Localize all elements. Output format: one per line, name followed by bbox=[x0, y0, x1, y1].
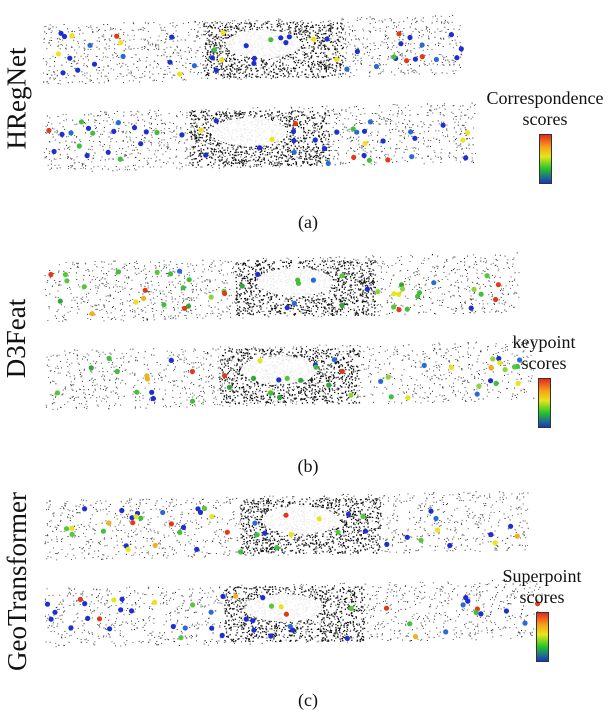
caption-a: (a) bbox=[298, 212, 318, 232]
method-label-geotransformer: GeoTransformer bbox=[1, 491, 32, 671]
point-cloud-scene-a bbox=[43, 14, 476, 172]
panel-a: HRegNet Correspondence scores (a) bbox=[0, 0, 616, 238]
colorbar bbox=[537, 378, 551, 428]
lidar-strip bbox=[44, 252, 520, 322]
point-cloud-scene-b bbox=[44, 252, 535, 410]
caption-b: (b) bbox=[297, 456, 319, 476]
legend-title-line1: Correspondence bbox=[486, 88, 604, 108]
colorbar bbox=[538, 134, 552, 184]
lidar-strip bbox=[45, 341, 535, 410]
legend-keypoint-scores: keypoint scores bbox=[496, 332, 592, 428]
legend-title-line2: scores bbox=[522, 109, 568, 129]
lidar-strip bbox=[44, 579, 544, 648]
panel-c: GeoTransformer Superpoint scores (c) bbox=[0, 476, 616, 718]
lidar-strip bbox=[43, 14, 464, 85]
legend-correspondence-scores: Correspondence scores bbox=[474, 88, 616, 184]
legend-title-line1: Superpoint bbox=[502, 566, 582, 586]
method-label-d3feat: D3Feat bbox=[1, 298, 32, 378]
lidar-strip bbox=[43, 102, 476, 172]
legend-superpoint-scores: Superpoint scores bbox=[482, 566, 602, 662]
lidar-strip bbox=[44, 491, 529, 561]
caption-c: (c) bbox=[298, 690, 318, 710]
method-label-hregnet: HRegNet bbox=[1, 47, 32, 149]
legend-title-line2: scores bbox=[521, 353, 567, 373]
point-cloud-scene-c bbox=[44, 491, 544, 648]
legend-title-line1: keypoint bbox=[512, 332, 576, 352]
colorbar bbox=[535, 612, 549, 662]
panel-b: D3Feat keypoint scores (b) bbox=[0, 238, 616, 476]
legend-title-line2: scores bbox=[519, 587, 565, 607]
